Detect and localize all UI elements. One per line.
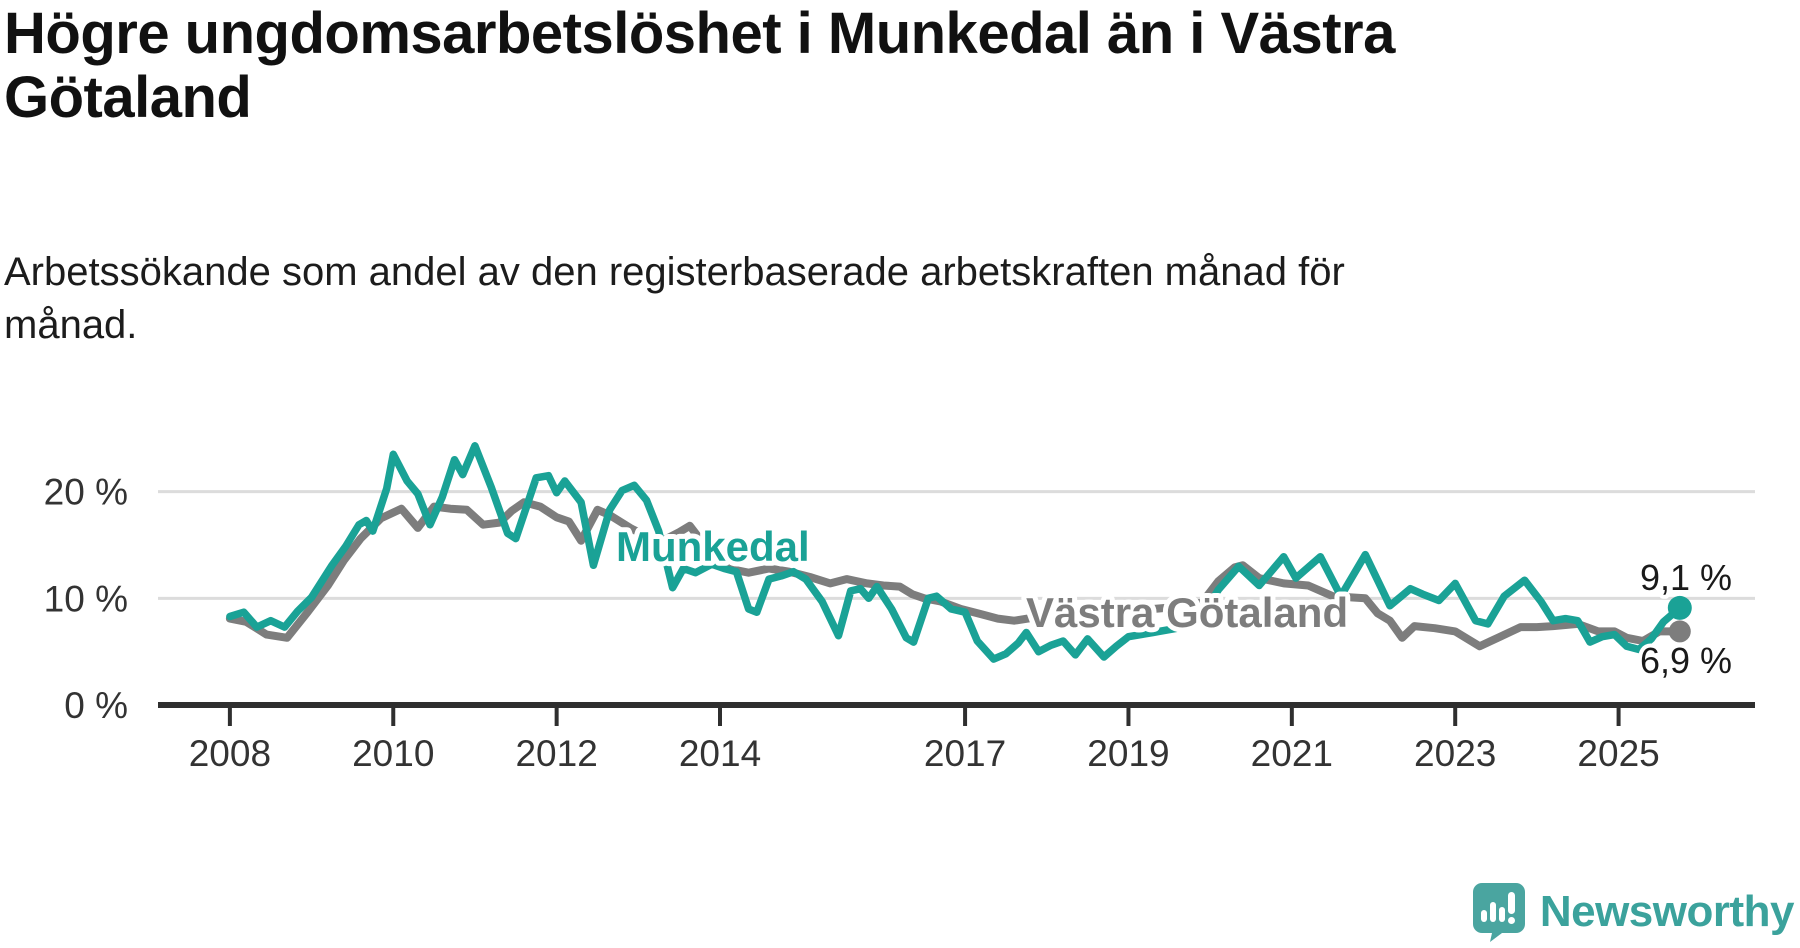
bar-2 xyxy=(1489,902,1496,922)
x-axis-ticks xyxy=(227,708,1621,726)
title-line-2: Götaland xyxy=(4,64,252,130)
line-vastra-gotaland xyxy=(225,498,1684,651)
vastra-gotaland-end-value-label: 6,9 % xyxy=(1640,640,1732,681)
exclamation-dot xyxy=(1507,917,1515,924)
vastra-gotaland-series-label: Västra Götaland xyxy=(1026,589,1348,636)
y-tick-label: 10 % xyxy=(44,578,128,619)
y-tick-label: 20 % xyxy=(44,472,128,513)
line-munkedal xyxy=(226,442,1684,663)
x-tick-label: 2008 xyxy=(189,733,271,774)
x-tick-label: 2023 xyxy=(1414,733,1496,774)
gridlines xyxy=(158,490,1755,600)
x-axis-labels: 2008 2010 2012 2014 2017 2019 2021 2023 2025 xyxy=(189,733,1660,774)
x-tick-label: 2014 xyxy=(679,733,761,774)
bar-1 xyxy=(1480,910,1487,922)
x-tick-label: 2012 xyxy=(515,733,597,774)
brand-name: Newsworthy xyxy=(1539,887,1795,936)
vastra-gotaland-end-dot xyxy=(1668,620,1691,643)
newsworthy-logo: Newsworthy xyxy=(1472,882,1795,942)
speech-bubble-bar-chart-icon xyxy=(1472,883,1525,942)
exclamation-bar xyxy=(1507,892,1515,914)
subtitle-line-2: månad. xyxy=(4,302,138,347)
x-tick-label: 2025 xyxy=(1577,733,1659,774)
page-title: Högre ungdomsarbetslöshet i Munkedal än … xyxy=(4,2,1395,130)
munkedal-series-label: Munkedal xyxy=(616,523,810,570)
subtitle-line-1: Arbetssökande som andel av den registerb… xyxy=(4,250,1345,294)
chart-subtitle: Arbetssökande som andel av den registerb… xyxy=(4,246,1345,352)
x-tick-label: 2021 xyxy=(1251,733,1333,774)
x-tick-label: 2019 xyxy=(1087,733,1169,774)
y-tick-label: 0 % xyxy=(64,685,128,726)
munkedal-end-value-label: 9,1 % xyxy=(1640,557,1732,598)
y-axis-labels: 0 % 10 % 20 % xyxy=(44,472,128,726)
bar-3 xyxy=(1498,907,1505,922)
x-tick-label: 2017 xyxy=(924,733,1006,774)
munkedal-end-dot xyxy=(1667,595,1692,620)
title-line-1: Högre ungdomsarbetslöshet i Munkedal än … xyxy=(4,1,1395,66)
x-tick-label: 2010 xyxy=(352,733,434,774)
